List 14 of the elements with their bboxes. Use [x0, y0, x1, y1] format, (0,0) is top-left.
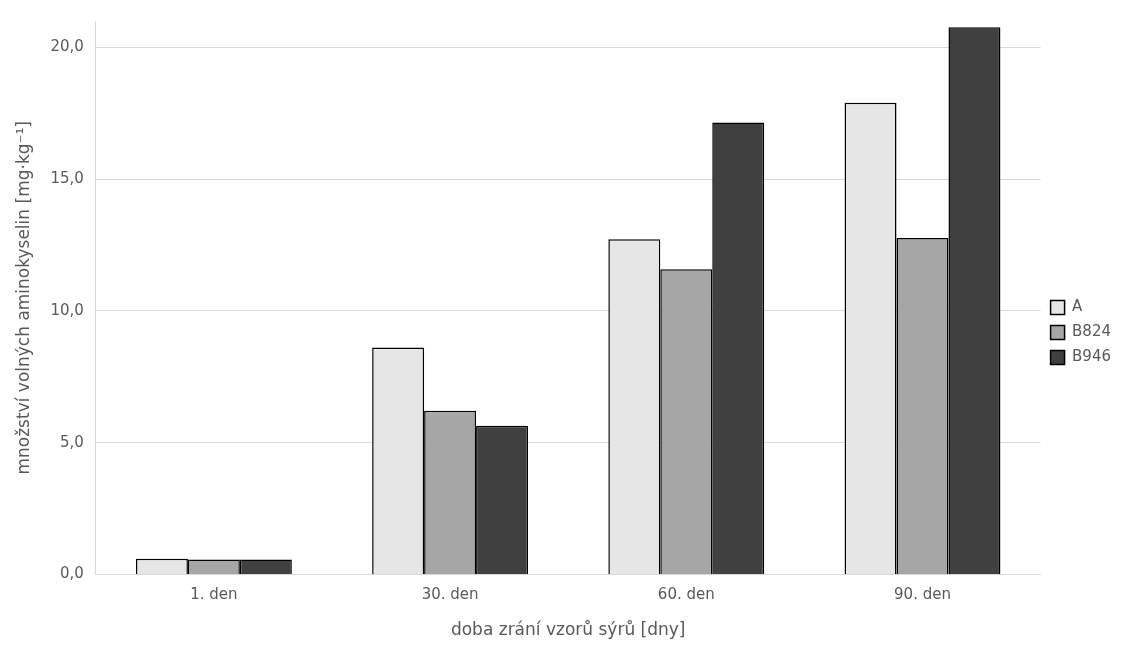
y-tick-label: 5,0 — [59, 432, 84, 451]
legend-label: A — [1072, 297, 1084, 316]
x-axis-title: doba zrání vzorů sýrů [dny] — [450, 619, 686, 640]
y-tick-label: 15,0 — [50, 169, 84, 188]
legend-label: B824 — [1072, 322, 1111, 341]
x-tick-label: 30. den — [421, 585, 479, 604]
y-tick-label: 10,0 — [50, 300, 84, 319]
x-tick-label: 60. den — [657, 585, 715, 604]
legend-label: B946 — [1072, 347, 1111, 366]
x-tick-label: 90. den — [894, 585, 951, 604]
y-axis-title: množství volných aminokyselin [mg·kg⁻¹] — [12, 121, 33, 475]
y-tick-label: 20,0 — [50, 37, 84, 56]
y-tick-label: 0,0 — [59, 564, 84, 583]
x-tick-label: 1. den — [190, 585, 238, 604]
